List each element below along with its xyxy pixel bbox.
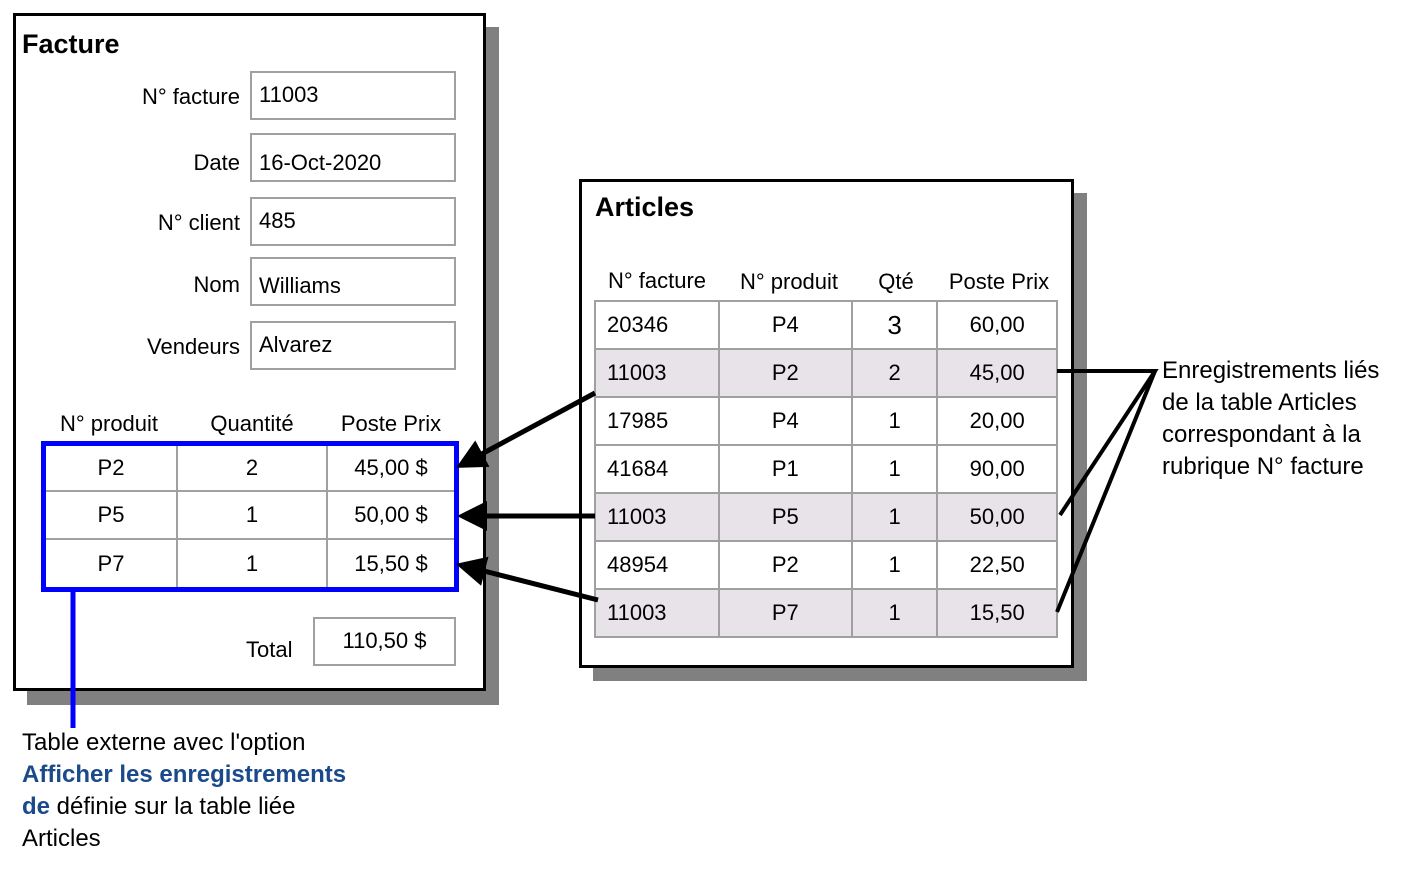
annotation-line: de la table Articles [1162, 389, 1357, 416]
field-name[interactable]: Williams [250, 257, 456, 306]
table-row[interactable]: P7 1 15,50 $ [46, 538, 454, 587]
field-sellers[interactable]: Alvarez [250, 321, 456, 370]
cell-qty: 1 [850, 444, 939, 494]
table-row[interactable]: 11003 P2 2 45,00 [594, 348, 1058, 398]
cell-qty: 1 [850, 492, 939, 542]
articles-table: 20346 P4 3 60,00 11003 P2 2 45,00 17985 P4 1 20,00 4… [594, 300, 1058, 638]
invoice-lines-table: P2 2 45,00 $ P5 1 50,00 $ P7 1 15,50 $ [46, 446, 454, 587]
cell-invoice: 17985 [594, 396, 720, 446]
cell-invoice: 20346 [594, 300, 720, 350]
related-records-annotation: Enregistrements liés de la table Article… [1162, 355, 1379, 483]
field-date[interactable]: 16-Oct-2020 [250, 133, 456, 182]
articles-header-product: N° produit [739, 269, 839, 294]
field-invoice-number[interactable]: 11003 [250, 71, 456, 120]
table-row[interactable]: 41684 P1 1 90,00 [594, 444, 1058, 494]
cell-price: 90,00 [936, 444, 1058, 494]
cell-product: P7 [717, 588, 853, 638]
table-row[interactable]: P5 1 50,00 $ [46, 490, 454, 540]
articles-header-qty: Qté [878, 269, 914, 294]
field-label-sellers: Vendeurs [147, 334, 240, 359]
cell-quantity: 1 [176, 538, 328, 587]
cell-qty: 3 [850, 300, 939, 350]
table-row[interactable]: 20346 P4 3 60,00 [594, 300, 1058, 350]
articles-header-price: Poste Prix [948, 269, 1050, 294]
cell-qty: 2 [850, 348, 939, 398]
cell-product: P4 [717, 300, 853, 350]
cell-price: 50,00 $ [326, 490, 454, 540]
caption-option-name-end: de [22, 793, 51, 820]
external-table-highlight [41, 441, 459, 592]
cell-invoice: 41684 [594, 444, 720, 494]
cell-price: 22,50 [936, 540, 1058, 590]
cell-price: 45,00 [936, 348, 1058, 398]
total-field[interactable]: 110,50 $ [313, 617, 456, 666]
subtable-header-product: N° produit [59, 411, 159, 436]
field-label-name: Nom [193, 272, 240, 297]
cell-qty: 1 [850, 540, 939, 590]
cell-invoice: 11003 [594, 492, 720, 542]
table-row[interactable]: 11003 P7 1 15,50 [594, 588, 1058, 638]
cell-price: 15,50 [936, 588, 1058, 638]
cell-product: P2 [717, 540, 853, 590]
cell-price: 60,00 [936, 300, 1058, 350]
cell-product: P5 [46, 490, 178, 540]
annotation-line: Enregistrements liés [1162, 357, 1380, 384]
subtable-header-price: Poste Prix [340, 411, 442, 436]
caption-line-1: Table externe avec l'option [22, 729, 306, 756]
subtable-header-quantity: Quantité [210, 411, 294, 436]
cell-invoice: 48954 [594, 540, 720, 590]
cell-product: P1 [717, 444, 853, 494]
cell-price: 45,00 $ [326, 446, 454, 492]
field-label-client-number: N° client [157, 210, 240, 235]
annotation-line: correspondant à la [1162, 421, 1361, 448]
table-row[interactable]: 48954 P2 1 22,50 [594, 540, 1058, 590]
caption-line-4: Articles [22, 825, 101, 852]
cell-qty: 1 [850, 396, 939, 446]
arrow-p7 [455, 556, 599, 603]
table-row[interactable]: P2 2 45,00 $ [46, 446, 454, 492]
field-label-date: Date [193, 150, 240, 175]
field-label-invoice-number: N° facture [141, 84, 240, 109]
arrow-p2 [455, 390, 597, 468]
articles-header-invoice: N° facture [607, 268, 707, 293]
cell-product: P2 [46, 446, 178, 492]
total-label: Total [246, 637, 293, 662]
field-client-number[interactable]: 485 [250, 197, 456, 246]
caption: Table externe avec l'option Afficher les… [22, 727, 346, 855]
cell-product: P5 [717, 492, 853, 542]
cell-quantity: 1 [176, 490, 328, 540]
caption-line-3: de définie sur la table liée [22, 791, 346, 823]
cell-price: 20,00 [936, 396, 1058, 446]
table-row[interactable]: 17985 P4 1 20,00 [594, 396, 1058, 446]
cell-product: P7 [46, 538, 178, 587]
cell-product: P4 [717, 396, 853, 446]
cell-invoice: 11003 [594, 588, 720, 638]
cell-invoice: 11003 [594, 348, 720, 398]
cell-product: P2 [717, 348, 853, 398]
cell-price: 15,50 $ [326, 538, 454, 587]
facture-title: Facture [22, 29, 120, 59]
table-row[interactable]: 11003 P5 1 50,00 [594, 492, 1058, 542]
cell-quantity: 2 [176, 446, 328, 492]
caption-line-3-text: définie sur la table liée [50, 793, 296, 820]
annotation-line: rubrique N° facture [1162, 453, 1364, 480]
caption-option-name: Afficher les enregistrements [22, 761, 347, 788]
cell-qty: 1 [850, 588, 939, 638]
annotation-bracket-line [1055, 370, 1157, 613]
articles-title: Articles [595, 192, 695, 222]
cell-price: 50,00 [936, 492, 1058, 542]
